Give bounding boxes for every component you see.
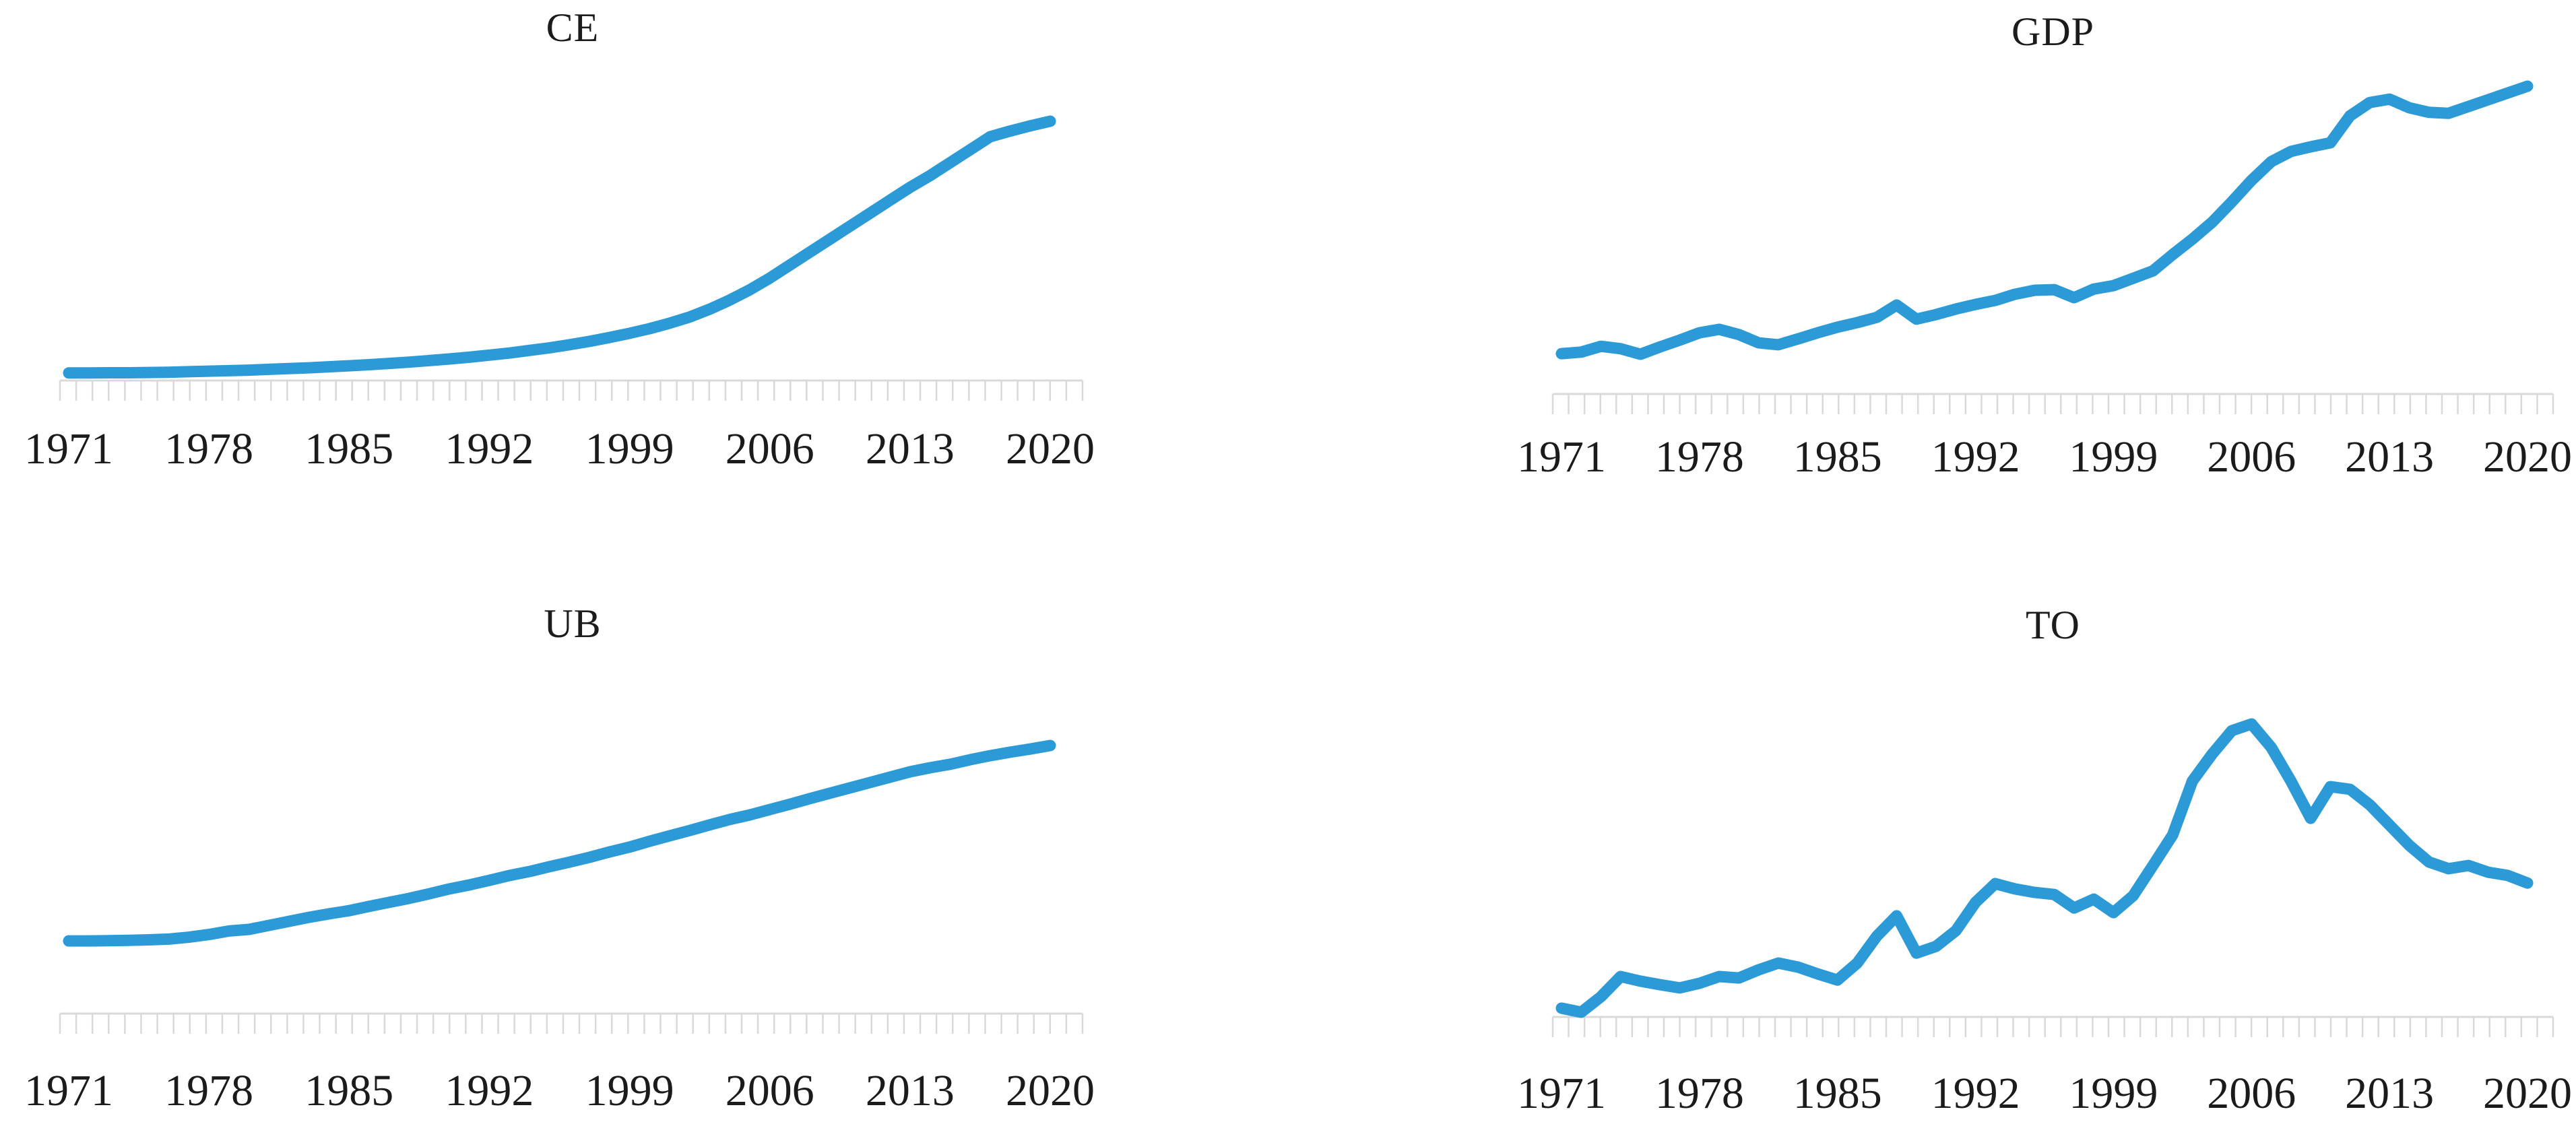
ce-data-line bbox=[63, 115, 1056, 379]
x-tick-label-1978: 1978 bbox=[1655, 1069, 1744, 1118]
ub-data-line bbox=[63, 739, 1056, 947]
to-data-line bbox=[1555, 718, 2534, 1018]
x-axis-ticks bbox=[1551, 394, 2554, 414]
x-tick-label-1978: 1978 bbox=[1655, 432, 1744, 482]
chart-to: TO 1971 1978 1985 1992 1999 2006 2013 2020 bbox=[1288, 561, 2576, 1122]
x-tick-label-2006: 2006 bbox=[2207, 1069, 2296, 1118]
gdp-data-line bbox=[1555, 80, 2534, 360]
chart-plot-gdp: 1971 1978 1985 1992 1999 2006 2013 2020 bbox=[1517, 80, 2572, 482]
chart-plot-ub: 1971 1978 1985 1992 1999 2006 2013 2020 bbox=[24, 739, 1095, 1115]
x-tick-label-1999: 1999 bbox=[2069, 432, 2158, 482]
x-tick-label-1992: 1992 bbox=[445, 1066, 534, 1115]
x-tick-label-1992: 1992 bbox=[445, 424, 534, 473]
chart-title-gdp: GDP bbox=[2011, 9, 2095, 54]
x-tick-label-1978: 1978 bbox=[164, 424, 253, 473]
x-tick-label-1992: 1992 bbox=[1931, 432, 2020, 482]
x-tick-label-2020: 2020 bbox=[1006, 1066, 1095, 1115]
chart-title-to: TO bbox=[2026, 603, 2080, 647]
x-tick-label-2006: 2006 bbox=[726, 1066, 814, 1115]
x-tick-label-2006: 2006 bbox=[2207, 432, 2296, 482]
x-tick-label-1999: 1999 bbox=[2069, 1069, 2158, 1118]
x-tick-label-1992: 1992 bbox=[1931, 1069, 2020, 1118]
x-tick-label-1985: 1985 bbox=[1793, 432, 1882, 482]
x-axis-ticks bbox=[59, 1014, 1084, 1034]
x-tick-label-2013: 2013 bbox=[866, 424, 955, 473]
chart-ce: CE 1971 1978 1985 1992 1999 2006 2013 2020 bbox=[0, 0, 1288, 561]
x-tick-label-2020: 2020 bbox=[1006, 424, 1095, 473]
x-tick-label-1971: 1971 bbox=[1517, 1069, 1606, 1118]
x-tick-label-1999: 1999 bbox=[585, 1066, 674, 1115]
x-tick-label-1978: 1978 bbox=[164, 1066, 253, 1115]
x-axis-ticks bbox=[1551, 1017, 2554, 1037]
x-tick-label-1971: 1971 bbox=[1517, 432, 1606, 482]
x-tick-label-2013: 2013 bbox=[2345, 1069, 2434, 1118]
x-tick-label-2020: 2020 bbox=[2483, 432, 2572, 482]
x-tick-label-2013: 2013 bbox=[2345, 432, 2434, 482]
x-tick-label-2013: 2013 bbox=[866, 1066, 955, 1115]
chart-plot-to: 1971 1978 1985 1992 1999 2006 2013 2020 bbox=[1517, 718, 2572, 1118]
x-tick-label-1971: 1971 bbox=[24, 424, 113, 473]
chart-plot-ce: 1971 1978 1985 1992 1999 2006 2013 2020 bbox=[24, 115, 1095, 473]
x-tick-label-1985: 1985 bbox=[1793, 1069, 1882, 1118]
chart-title-ce: CE bbox=[546, 5, 600, 50]
x-tick-label-1985: 1985 bbox=[304, 424, 393, 473]
x-tick-label-1999: 1999 bbox=[585, 424, 674, 473]
chart-title-ub: UB bbox=[544, 601, 602, 646]
x-tick-label-1971: 1971 bbox=[24, 1066, 113, 1115]
chart-ub: UB 1971 1978 1985 1992 1999 2006 2013 2020 bbox=[0, 561, 1288, 1122]
x-axis-ticks bbox=[59, 381, 1084, 401]
x-tick-label-2020: 2020 bbox=[2483, 1069, 2572, 1118]
x-tick-label-2006: 2006 bbox=[726, 424, 814, 473]
chart-gdp: GDP 1971 1978 1985 1992 1999 2006 2013 2020 bbox=[1288, 0, 2576, 561]
x-tick-label-1985: 1985 bbox=[304, 1066, 393, 1115]
